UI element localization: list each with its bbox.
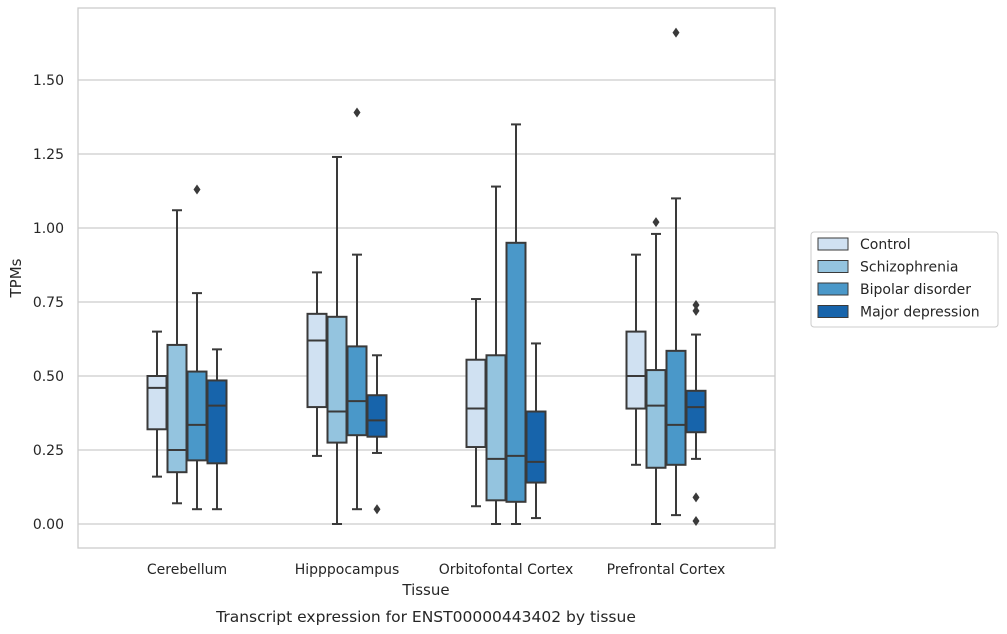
y-tick-label: 0.25 bbox=[33, 443, 64, 459]
y-tick-label: 0.75 bbox=[33, 295, 64, 311]
box-body bbox=[525, 410, 547, 484]
box-3-3 bbox=[685, 299, 707, 527]
y-tick-label: 1.50 bbox=[33, 73, 64, 89]
box-1-0 bbox=[166, 209, 188, 505]
y-tick-label: 1.00 bbox=[33, 221, 64, 237]
legend: Control Schizophrenia Bipolar disorder Majo… bbox=[810, 231, 999, 328]
y-axis-title: TPMs bbox=[7, 258, 25, 298]
legend-swatch bbox=[817, 260, 849, 273]
box-3-1 bbox=[366, 354, 388, 515]
outlier-point bbox=[692, 299, 700, 310]
box-body bbox=[625, 330, 647, 410]
x-axis-title: Tissue bbox=[401, 581, 449, 599]
box-body bbox=[166, 343, 188, 474]
box-0-2 bbox=[465, 298, 487, 508]
box-body bbox=[306, 312, 328, 409]
legend-label: Control bbox=[860, 237, 911, 253]
box-body bbox=[505, 241, 527, 503]
outlier-point bbox=[692, 305, 700, 316]
legend-swatch bbox=[817, 305, 849, 318]
outlier-point bbox=[692, 516, 700, 527]
legend-label: Schizophrenia bbox=[860, 260, 958, 276]
box-body bbox=[186, 370, 208, 462]
legend-label: Bipolar disorder bbox=[860, 282, 971, 298]
box-0-0 bbox=[146, 330, 168, 478]
box-2-1 bbox=[346, 107, 368, 511]
box-2-3 bbox=[665, 27, 687, 517]
box-3-2 bbox=[525, 342, 547, 520]
y-tick-label: 0.00 bbox=[33, 517, 64, 533]
legend-label: Major depression bbox=[860, 305, 980, 321]
box-3-0 bbox=[206, 348, 228, 511]
outlier-point bbox=[652, 217, 660, 228]
outlier-point bbox=[672, 27, 680, 38]
outlier-point bbox=[193, 184, 201, 195]
box-body bbox=[366, 394, 388, 438]
box-body bbox=[485, 354, 507, 502]
box-body bbox=[206, 379, 228, 465]
legend-frame bbox=[810, 231, 999, 328]
outlier-point bbox=[692, 492, 700, 503]
box-body bbox=[346, 345, 368, 437]
box-body bbox=[146, 375, 168, 431]
chart-caption: Transcript expression for ENST0000044340… bbox=[215, 608, 636, 626]
legend-swatch bbox=[817, 237, 849, 251]
outlier-point bbox=[373, 504, 381, 515]
box-body bbox=[465, 358, 487, 449]
x-tick-label: Orbitofontal Cortex bbox=[439, 562, 574, 578]
plot-frame bbox=[77, 7, 776, 549]
box-body bbox=[685, 389, 707, 434]
box-body bbox=[326, 315, 348, 444]
outlier-point bbox=[353, 107, 361, 118]
x-tick-label: Hipppocampus bbox=[295, 562, 400, 578]
x-axis-ticks: Cerebellum Hipppocampus Orbitofontal Corte… bbox=[147, 562, 725, 578]
x-tick-label: Cerebellum bbox=[147, 562, 227, 578]
box-body bbox=[665, 349, 687, 466]
box-series bbox=[146, 27, 707, 527]
y-tick-label: 0.50 bbox=[33, 369, 64, 385]
box-2-2 bbox=[505, 123, 527, 525]
x-tick-label: Prefrontal Cortex bbox=[607, 562, 726, 578]
box-body bbox=[645, 369, 667, 469]
legend-swatch bbox=[817, 282, 849, 296]
y-axis-ticks: 0.00 0.25 0.50 0.75 1.00 1.25 1.50 bbox=[33, 73, 64, 533]
y-tick-label: 1.25 bbox=[33, 147, 64, 163]
